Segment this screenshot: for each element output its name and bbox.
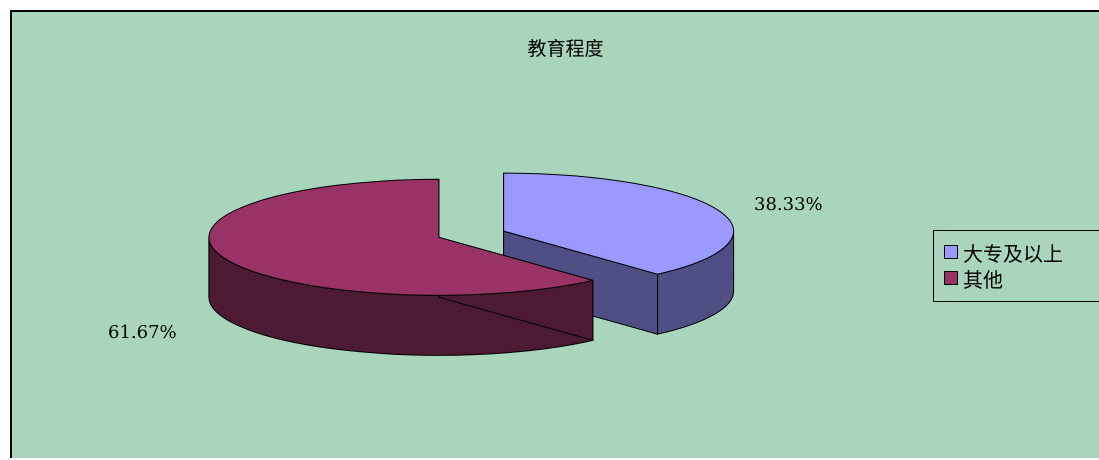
data-label-college: 38.33%	[754, 194, 823, 215]
legend-swatch-college	[944, 245, 958, 259]
legend-item-other: 其他	[944, 265, 1099, 292]
chart-area: 教育程度 38.33% 61.67% 大专及以上 其他	[10, 10, 1099, 458]
legend-label-other: 其他	[963, 267, 1003, 292]
legend-label-college: 大专及以上	[963, 241, 1063, 266]
pie-chart	[208, 172, 735, 356]
legend: 大专及以上 其他	[933, 230, 1099, 302]
legend-swatch-other	[944, 271, 958, 285]
slice-other-top	[208, 178, 593, 296]
slice-college-top	[503, 172, 735, 275]
legend-item-college: 大专及以上	[944, 239, 1099, 266]
chart-title: 教育程度	[527, 38, 604, 60]
data-label-other: 61.67%	[108, 322, 177, 343]
